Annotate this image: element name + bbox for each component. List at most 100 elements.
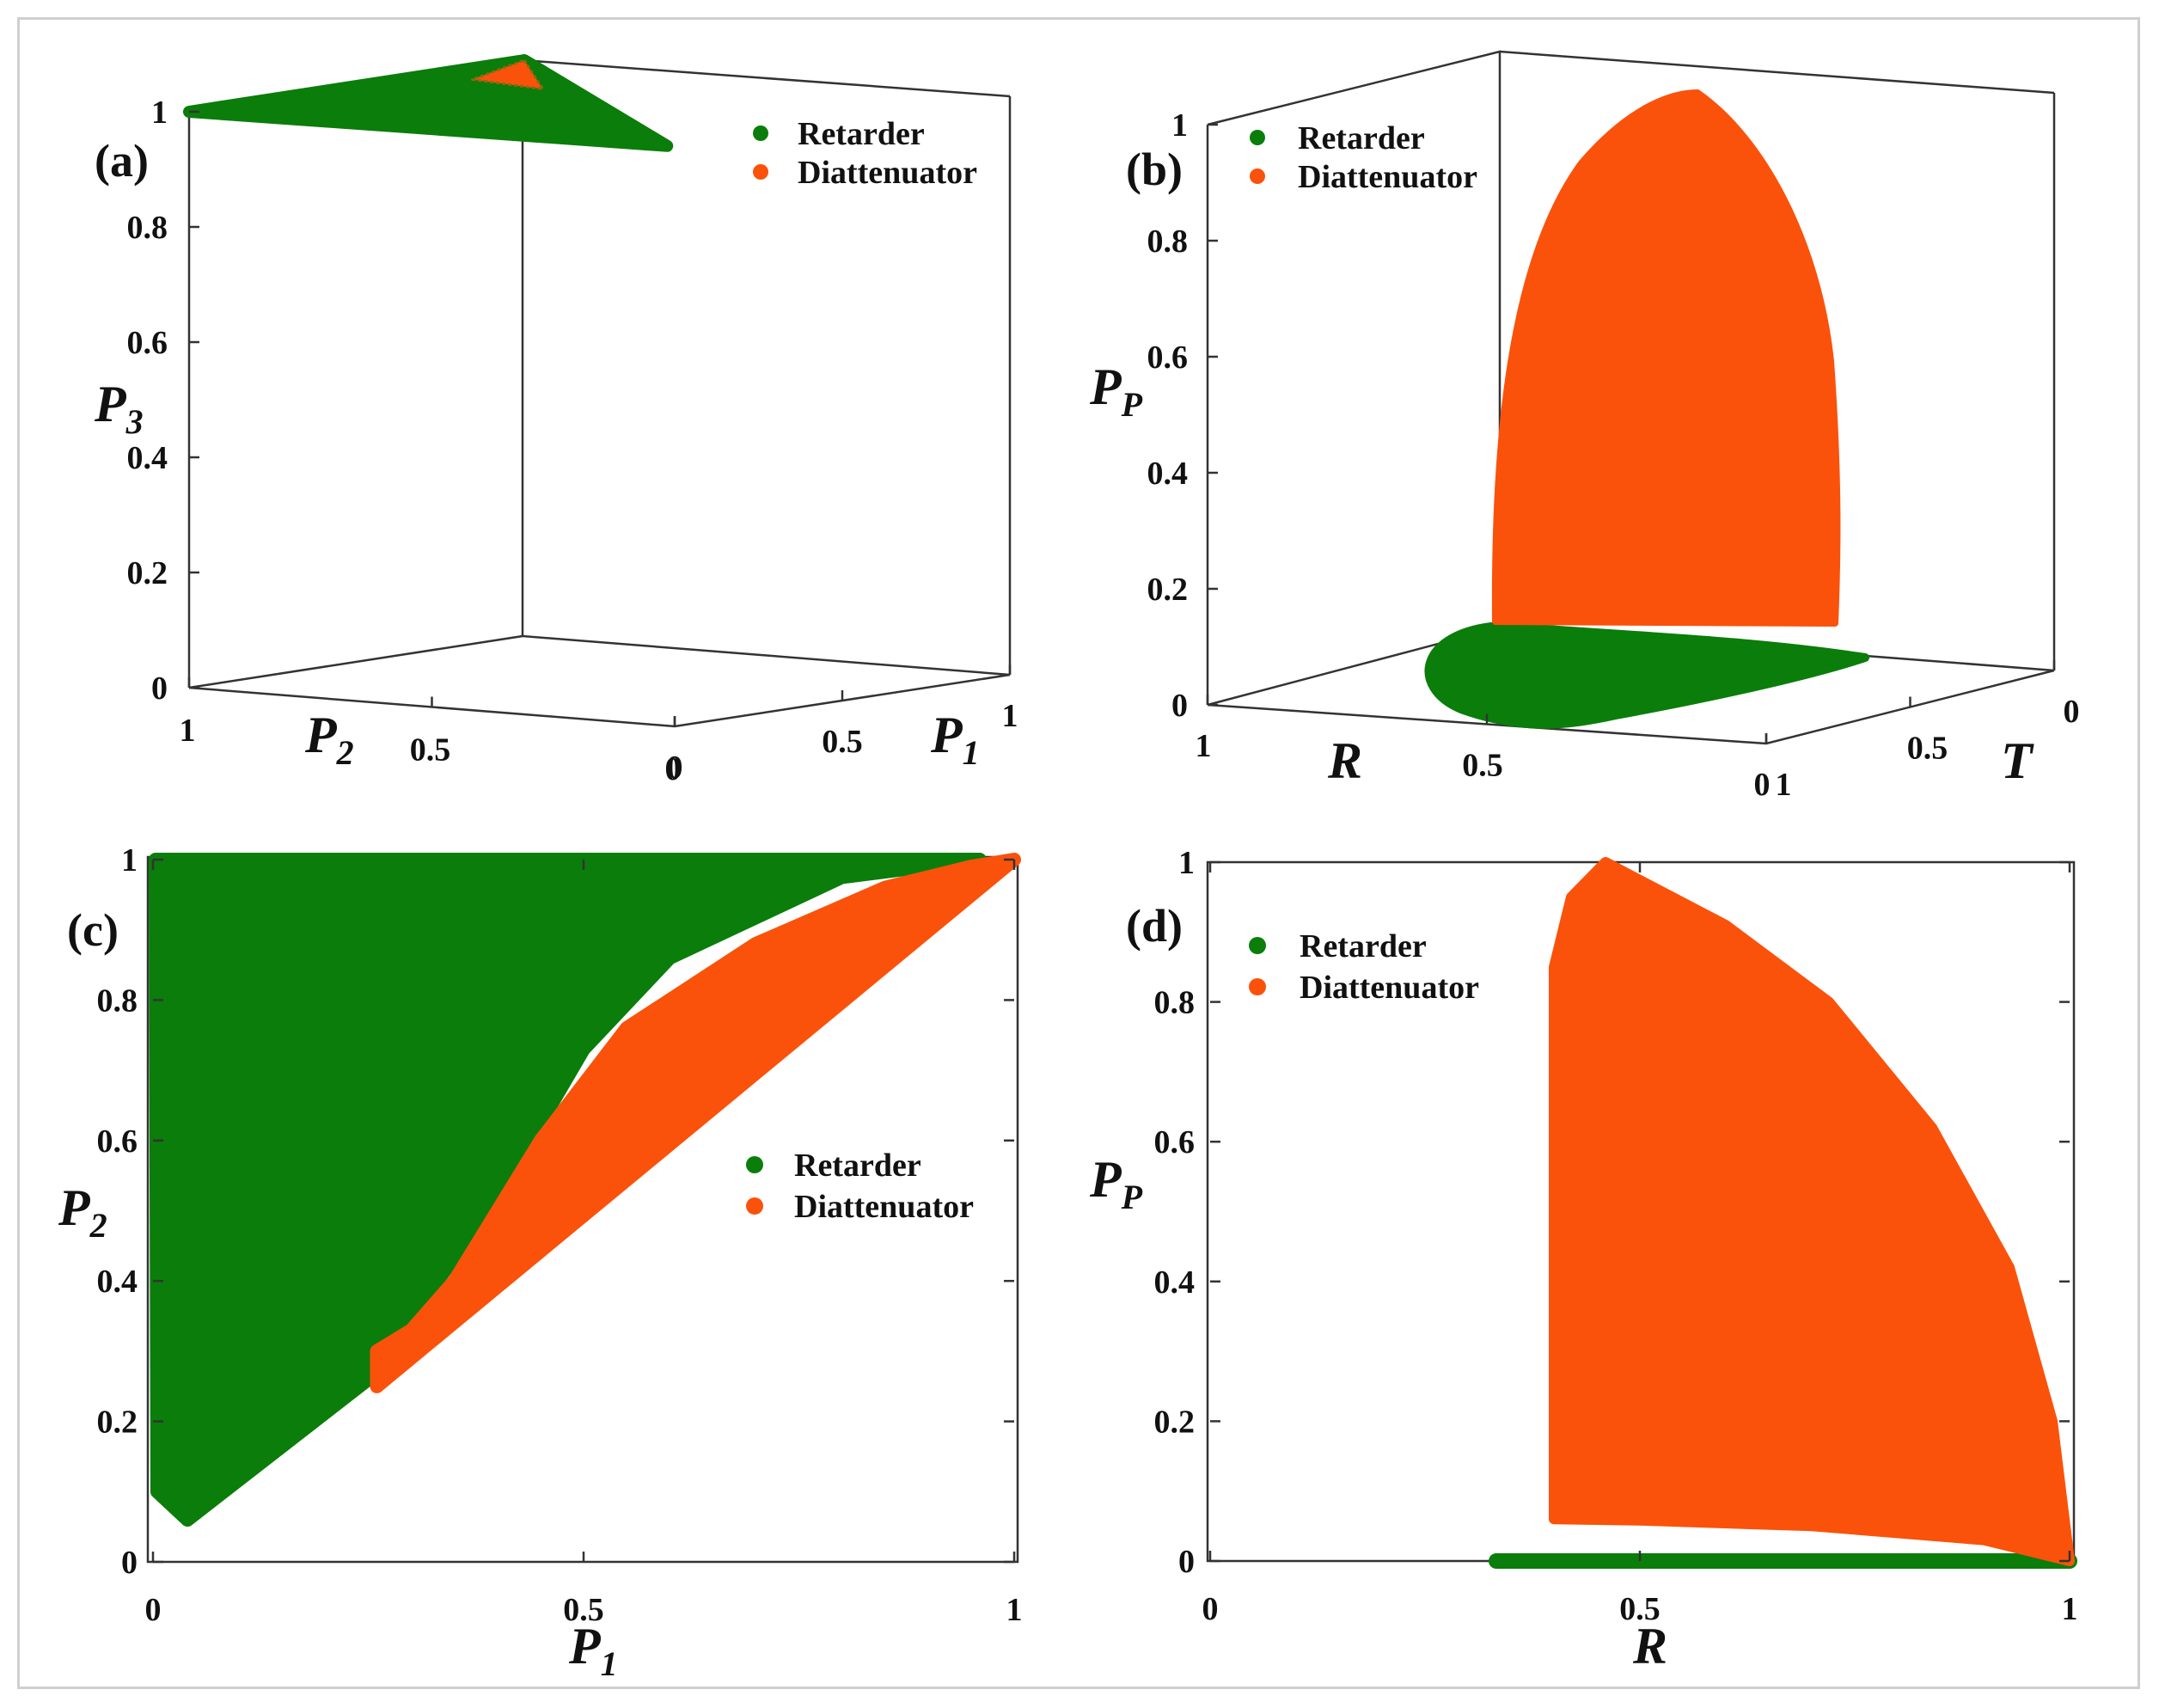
legend-retarder-label: Retarder: [794, 1148, 921, 1184]
z-tick-label: 0.4: [127, 440, 168, 476]
x-tick-label: 1: [2062, 1591, 2078, 1627]
panel-c-data: [149, 853, 1021, 1527]
z-tick-label: 0.8: [1147, 223, 1189, 260]
z-tick-label: 0.6: [127, 325, 168, 361]
series-diattenuator-region: [1549, 857, 2075, 1566]
y-tick-label: 0: [1178, 1544, 1195, 1580]
legend-diattenuator-label: Diattenuator: [798, 155, 977, 191]
z-tick-label: 1: [1171, 107, 1188, 144]
legend-diattenuator-marker: [746, 1197, 763, 1215]
y-tick-label: 1: [180, 713, 196, 749]
panel-c-x-ticks: 0 0.5 1: [145, 860, 1023, 1628]
legend-retarder-marker: [1250, 130, 1265, 145]
legend-diattenuator-label: Diattenuator: [1298, 159, 1477, 195]
panel-a-z-axis-label: P3: [94, 376, 144, 441]
x-tick-label: 0.5: [822, 724, 863, 760]
y-tick-label: 0: [1754, 767, 1771, 803]
x-tick-label: 1: [1002, 698, 1018, 734]
panel-a-data: [183, 54, 674, 152]
y-tick-label: 0.8: [97, 983, 138, 1019]
y-tick-label: 0.4: [1154, 1264, 1196, 1301]
y-tick-label: 1: [1196, 728, 1212, 764]
panel-b-z-axis-label: PP: [1089, 358, 1143, 424]
panel-c-label: (c): [67, 904, 119, 956]
panel-c-y-axis-label: P2: [58, 1179, 107, 1245]
x-tick-label: 0: [145, 1592, 162, 1628]
legend-retarder-label: Retarder: [1300, 928, 1427, 964]
x-tick-label: 1: [1006, 1592, 1023, 1628]
y-tick-label: 0.6: [1154, 1124, 1196, 1160]
series-diattenuator-region: [471, 58, 545, 91]
y-tick-label: 0.5: [410, 732, 451, 768]
panel-d-y-ticks: 0 0.2 0.4 0.6 0.8 1: [1154, 845, 2070, 1580]
z-tick-label: 0: [1171, 688, 1188, 724]
panel-a-y-axis-label: P2: [304, 707, 354, 772]
panel-d-x-ticks: 0 0.5 1: [1202, 862, 2078, 1627]
series-diattenuator-region: [370, 853, 1021, 1393]
x-tick-label: 0: [1202, 1591, 1219, 1627]
panel-a-x-ticks: 00.51: [667, 664, 1018, 786]
x-tick-label: 0.5: [563, 1592, 604, 1628]
panel-a: 00.20.40.60.81 00.51 10.50 (a) P3 P2 P1 …: [94, 54, 1018, 787]
panel-d-legend: Retarder Diattenuator: [1249, 928, 1479, 1006]
panel-a-z-ticks: 0 0.2 0.4 0.6 0.8 1: [127, 95, 199, 707]
legend-diattenuator-label: Diattenuator: [1300, 970, 1479, 1006]
legend-retarder-marker: [1249, 937, 1266, 954]
z-tick-label: 0.6: [1147, 340, 1189, 376]
y-tick-label: 0.4: [97, 1264, 138, 1300]
panel-d-label: (d): [1126, 900, 1183, 952]
panel-d: 0 0.5 1 00.20.40.60.81 (d) R PP Retarder D…: [1089, 845, 2078, 1674]
panel-a-y-ticks: 10.50: [180, 677, 682, 787]
y-tick-label: 0: [665, 751, 682, 787]
y-tick-label: 1: [1178, 845, 1195, 881]
series-retarder-region: [1424, 621, 1869, 729]
z-tick-label: 0.2: [1147, 572, 1189, 608]
x-tick-label: 1: [1776, 767, 1792, 803]
panel-b-legend: Retarder Diattenuator: [1250, 120, 1477, 195]
panel-b-y-axis-label: R: [1327, 732, 1362, 789]
legend-retarder-label: Retarder: [1298, 120, 1425, 156]
panel-b-x-axis-label: T: [2001, 732, 2034, 789]
y-tick-label: 0.2: [1154, 1404, 1196, 1440]
panel-c-y-ticks: 0 0.2 0.4 0.6 0.8 1: [97, 842, 1014, 1581]
legend-retarder-marker: [753, 125, 768, 141]
panel-c-x-axis-label: P1: [568, 1618, 618, 1683]
legend-retarder-label: Retarder: [798, 116, 925, 152]
series-retarder-region: [183, 54, 674, 152]
panel-b: 00.20.40.60.81 10.50 10.50 (b) PP R T Re…: [1089, 50, 2080, 803]
z-tick-label: 0.8: [127, 210, 168, 246]
legend-retarder-marker: [746, 1156, 763, 1173]
panel-c: 0 0.5 1 00.20.40.60.81 (c) P1 P2 Retarder …: [58, 842, 1023, 1683]
x-tick-label: 0.5: [1619, 1591, 1661, 1627]
z-tick-label: 1: [151, 95, 168, 131]
x-tick-label: 0.5: [1907, 731, 1948, 767]
panel-b-x-ticks: 10.50: [1765, 660, 2080, 803]
z-tick-label: 0: [151, 670, 168, 707]
panel-d-data: [1489, 857, 2077, 1569]
y-tick-label: 0.5: [1462, 748, 1503, 784]
panel-b-data: [1424, 89, 1869, 729]
z-tick-label: 0.2: [127, 555, 168, 591]
panel-a-x-axis-label: P1: [930, 707, 980, 772]
legend-diattenuator-marker: [1250, 168, 1265, 184]
panel-a-label: (a): [95, 135, 149, 187]
y-tick-label: 0.2: [97, 1405, 138, 1441]
x-tick-label: 0: [2064, 694, 2080, 730]
panel-b-label: (b): [1126, 144, 1183, 195]
panel-b-z-ticks: 0 0.2 0.4 0.6 0.8 1: [1147, 107, 1218, 724]
y-tick-label: 1: [121, 842, 138, 878]
legend-diattenuator-label: Diattenuator: [794, 1189, 974, 1225]
series-diattenuator-region: [1491, 89, 1841, 627]
y-tick-label: 0.8: [1154, 985, 1196, 1021]
panel-d-x-axis-label: R: [1632, 1618, 1667, 1674]
z-tick-label: 0.4: [1147, 456, 1189, 492]
x-tick-label: 0: [667, 750, 683, 786]
legend-diattenuator-marker: [753, 164, 768, 180]
series-retarder-region: [149, 853, 987, 1527]
y-tick-label: 0: [121, 1545, 138, 1581]
panel-a-legend: Retarder Diattenuator: [753, 116, 977, 191]
y-tick-label: 0.6: [97, 1123, 138, 1160]
panel-c-legend: Retarder Diattenuator: [746, 1148, 974, 1225]
panel-d-y-axis-label: PP: [1089, 1151, 1143, 1216]
